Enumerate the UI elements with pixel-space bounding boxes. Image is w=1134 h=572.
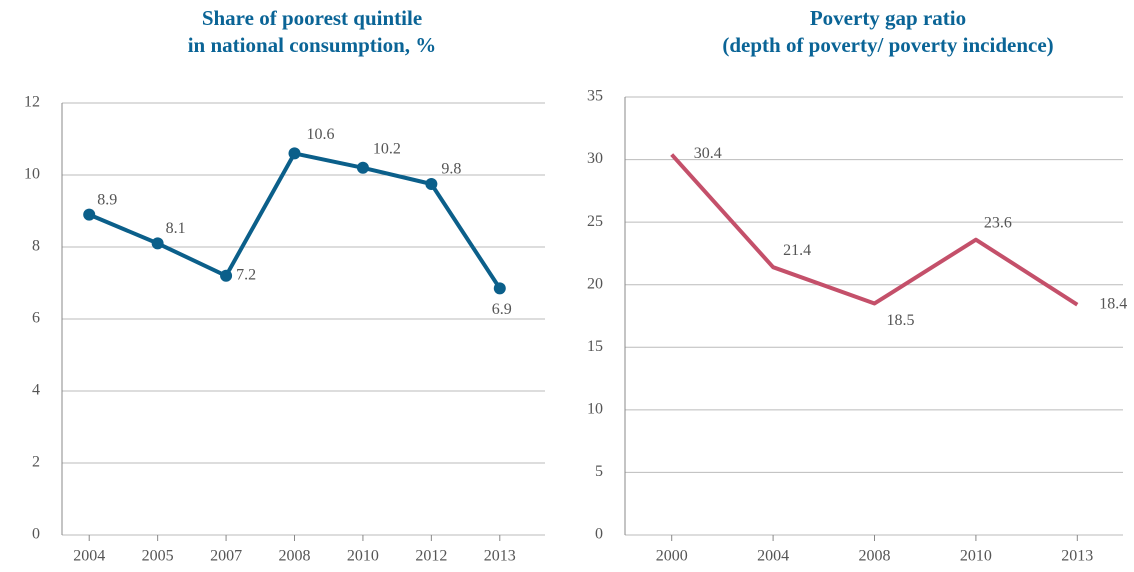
data-label: 8.1 (166, 220, 186, 237)
y-tick-label: 8 (32, 238, 40, 255)
x-tick-label: 2007 (210, 548, 242, 565)
y-tick-label: 0 (32, 526, 40, 543)
data-label: 6.9 (492, 301, 512, 318)
data-label: 21.4 (783, 242, 811, 259)
x-tick-label: 2013 (1061, 548, 1093, 565)
data-label: 9.8 (441, 161, 461, 178)
chart-title: (depth of poverty/ poverty incidence) (722, 33, 1053, 57)
chart-title: Share of poorest quintile (202, 6, 422, 30)
data-label: 10.2 (373, 140, 401, 157)
y-tick-label: 6 (32, 310, 40, 327)
y-tick-label: 10 (24, 166, 40, 183)
y-tick-label: 12 (24, 94, 40, 111)
y-tick-label: 0 (595, 526, 603, 543)
x-tick-label: 2004 (757, 548, 789, 565)
x-tick-label: 2013 (484, 548, 516, 565)
y-tick-label: 2 (32, 454, 40, 471)
marker (493, 282, 506, 295)
y-tick-label: 4 (32, 382, 40, 399)
marker (151, 237, 164, 250)
marker (425, 178, 438, 190)
chart-title: in national consumption, % (188, 33, 437, 57)
data-label: 10.6 (307, 126, 335, 143)
data-label: 7.2 (236, 266, 256, 283)
y-tick-label: 5 (595, 463, 603, 480)
x-tick-label: 2010 (347, 548, 379, 565)
data-label: 18.5 (887, 312, 915, 329)
y-tick-label: 20 (587, 275, 603, 292)
data-label: 18.4 (1099, 295, 1127, 312)
marker (288, 147, 301, 160)
marker (220, 269, 233, 282)
x-tick-label: 2010 (960, 548, 992, 565)
chart-title: Poverty gap ratio (810, 6, 966, 30)
data-label: 8.9 (97, 191, 117, 208)
y-tick-label: 25 (587, 213, 603, 230)
marker (356, 161, 369, 174)
data-label: 30.4 (694, 145, 722, 162)
line (670, 153, 1079, 307)
y-tick-label: 35 (587, 88, 603, 105)
line (88, 151, 502, 290)
x-tick-label: 2008 (279, 548, 311, 565)
x-tick-label: 2000 (656, 548, 688, 565)
x-tick-label: 2008 (859, 548, 891, 565)
data-label: 23.6 (984, 214, 1012, 231)
marker (83, 208, 96, 221)
y-tick-label: 15 (587, 338, 603, 355)
x-tick-label: 2012 (415, 548, 447, 565)
y-tick-label: 30 (587, 150, 603, 167)
x-tick-label: 2005 (142, 548, 174, 565)
x-tick-label: 2004 (73, 548, 105, 565)
y-tick-label: 10 (587, 401, 603, 418)
